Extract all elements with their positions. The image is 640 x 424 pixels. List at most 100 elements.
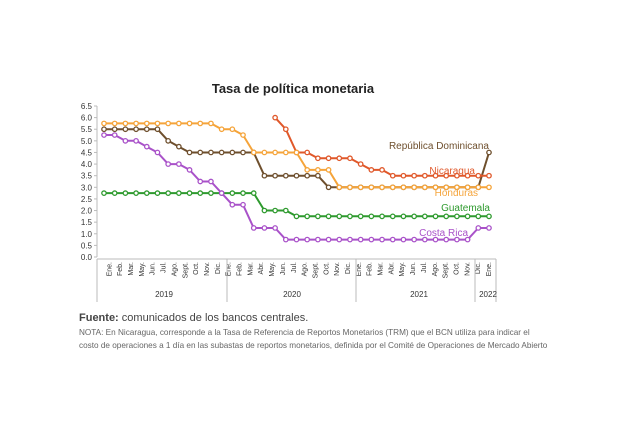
data-point [197,178,204,185]
series-honduras [101,120,492,191]
x-tick-label: Feb. [117,262,124,276]
data-point [122,190,129,196]
data-point [357,161,364,167]
x-tick-label: Feb. [367,262,374,276]
x-tick-label: Ago. [171,262,178,276]
data-point [304,213,311,220]
data-point [411,213,417,220]
data-point [293,172,300,179]
data-point [122,126,129,133]
y-tick-label: 3.0 [81,183,93,192]
data-point [400,236,407,243]
data-point [197,190,204,196]
x-tick-label: Nov. [334,262,341,276]
data-point [389,184,396,191]
x-tick-label: Oct. [453,262,460,275]
data-point [208,178,214,185]
data-point [154,190,161,196]
data-point [186,120,193,127]
x-tick-label: Dic. [345,262,352,274]
data-point [218,149,225,156]
x-tick-label: Jul. [291,262,298,273]
data-point [143,120,150,127]
data-point [261,172,268,179]
data-point [111,120,118,127]
year-label: 2021 [410,290,428,299]
x-tick-label: Jun. [150,262,157,275]
data-point [379,213,385,220]
data-point [218,190,225,196]
data-point [454,184,460,191]
data-point [486,172,492,179]
data-point [454,236,460,243]
x-tick-label: Dic. [475,262,482,274]
data-point [411,184,417,191]
series-costa-rica [101,132,492,243]
data-point [432,213,439,220]
data-point [315,236,321,243]
data-point [347,155,353,162]
data-point [261,207,268,214]
data-point [347,236,353,243]
x-tick-label: Mar. [128,262,135,276]
y-tick-label: 0.5 [81,241,93,250]
x-tick-label: Sept. [443,262,450,278]
data-point [432,172,439,179]
x-tick-label: Jul. [161,262,168,273]
source-text: comunicados de los bancos centrales. [118,312,309,324]
data-point [208,149,214,156]
data-point [464,236,471,243]
data-point [293,149,300,156]
x-tick-label: Sept. [182,262,189,278]
series-guatemala [101,190,492,220]
data-point [101,190,107,196]
data-point [186,190,193,196]
series-labels: República Dominicana Nicaragua Honduras Gua… [389,141,490,239]
year-label: 2022 [479,290,497,299]
x-tick-label: May. [399,262,406,277]
data-point [293,236,300,243]
series-line [104,192,489,218]
data-point [176,143,182,150]
data-point [143,143,150,150]
data-point [111,126,118,133]
data-point [464,213,471,220]
data-point [154,120,161,127]
data-point [272,149,278,156]
data-point [347,213,353,220]
data-point [347,184,353,191]
data-point [282,172,289,179]
source-prefix: Fuente: [79,312,119,324]
y-tick-label: 4.5 [81,148,93,157]
data-point [176,190,182,196]
data-point [368,213,375,220]
data-point [357,236,364,243]
x-tick-label: Feb. [237,262,244,276]
data-point [122,120,129,127]
data-point [368,236,375,243]
y-tick-label: 5.0 [81,137,93,146]
x-tick-label: Ene. [106,262,113,276]
data-point [101,132,107,138]
data-point [250,149,257,156]
data-point [325,213,332,220]
x-tick-label: Dic. [215,262,222,274]
data-point [133,126,139,133]
x-tick-label: Sept. [312,262,319,278]
data-point [421,236,428,243]
chart: Tasa de política monetaria 0.0 0.5 1.0 1.5 2… [81,81,497,302]
x-tick-label: Oct. [323,262,330,275]
data-point [454,172,460,179]
x-tick-label: May. [269,262,276,277]
data-point [475,213,482,220]
data-point [464,184,471,191]
data-point [218,126,225,133]
x-tick-label: Mar. [247,262,254,276]
data-point [475,172,482,179]
data-point [304,167,311,173]
data-point [101,120,107,127]
data-point [133,120,139,127]
data-point [400,184,407,191]
data-point [432,236,439,243]
series-lines [101,114,492,243]
